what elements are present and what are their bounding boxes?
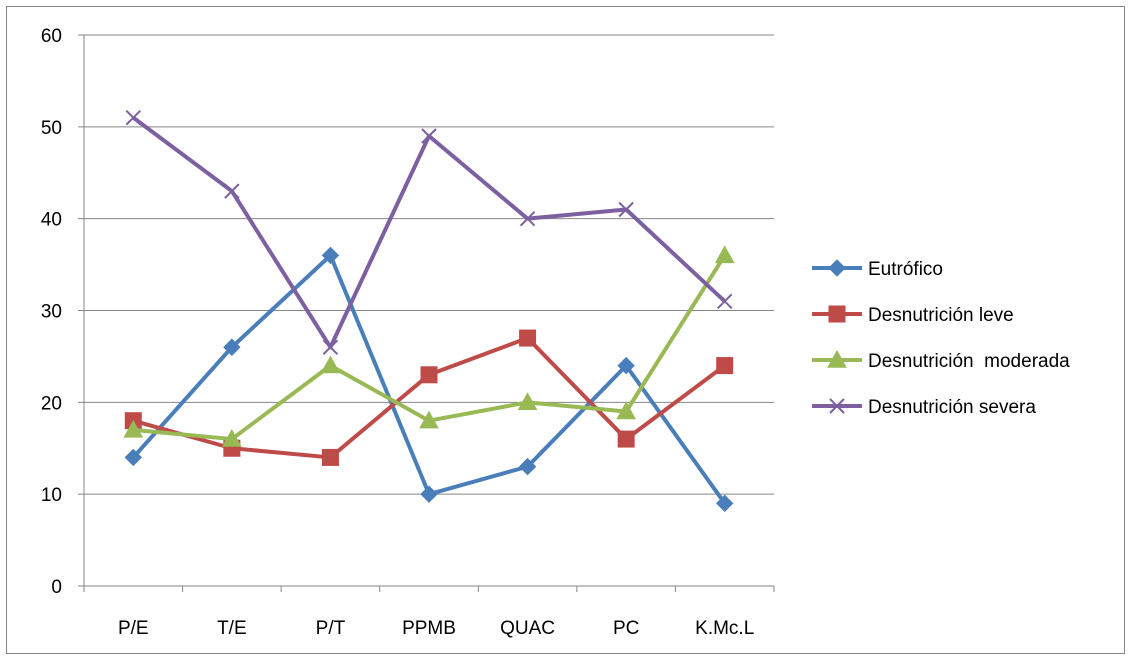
data-point	[223, 338, 241, 356]
x-marker-stroke	[125, 109, 141, 126]
x-tick-label: QUAC	[500, 618, 555, 639]
x-tick-label: PC	[613, 618, 639, 639]
legend-marker	[828, 305, 846, 323]
x-tick-label: T/E	[217, 618, 247, 639]
data-point	[519, 210, 536, 227]
legend-label: Eutrófico	[868, 259, 943, 280]
legend-marker	[828, 259, 846, 277]
x-marker-stroke	[224, 183, 240, 199]
x-marker-stroke	[618, 201, 634, 218]
data-point	[617, 430, 635, 448]
x-tick-label: K.Mc.L	[695, 618, 754, 639]
x-marker-stroke	[829, 398, 845, 414]
data-point	[518, 457, 537, 476]
data-point	[617, 356, 635, 375]
data-point	[222, 429, 242, 447]
data-point	[714, 245, 735, 264]
data-point	[124, 448, 142, 467]
y-tick-label: 10	[41, 485, 62, 506]
data-point	[618, 201, 634, 218]
x-tick-label: PPMB	[402, 618, 456, 639]
data-point	[125, 109, 141, 126]
x-marker-stroke	[519, 210, 536, 227]
legend-label: Desnutrición leve	[868, 305, 1014, 326]
data-point	[616, 401, 636, 420]
y-tick-label: 0	[51, 577, 62, 598]
x-tick-label: P/T	[316, 618, 346, 639]
data-point	[421, 128, 437, 144]
legend-label: Desnutrición severa	[868, 397, 1036, 418]
data-point	[322, 339, 339, 355]
data-point	[519, 329, 537, 347]
data-point	[717, 293, 733, 310]
x-marker-stroke	[717, 293, 733, 310]
x-marker-stroke	[322, 339, 339, 355]
y-tick-label: 50	[41, 118, 62, 139]
y-tick-label: 30	[41, 302, 62, 323]
x-tick-label: P/E	[118, 618, 149, 639]
data-point	[321, 246, 340, 265]
data-point	[419, 410, 439, 429]
data-point	[420, 485, 438, 503]
series-line-4	[132, 116, 727, 350]
x-marker-stroke	[421, 128, 437, 144]
data-point	[224, 183, 240, 199]
y-tick-label: 20	[41, 393, 62, 414]
legend-marker	[827, 349, 847, 368]
data-point	[517, 392, 538, 411]
data-point	[123, 419, 144, 438]
data-point	[321, 448, 339, 466]
y-tick-label: 40	[41, 210, 62, 231]
y-tick-label: 60	[41, 26, 62, 47]
data-point	[320, 355, 341, 374]
legend-marker	[829, 398, 845, 414]
data-point	[716, 494, 734, 513]
chart-frame	[6, 6, 1125, 654]
legend-label: Desnutrición moderada	[868, 351, 1070, 372]
data-point	[420, 366, 438, 384]
data-point	[716, 357, 734, 375]
